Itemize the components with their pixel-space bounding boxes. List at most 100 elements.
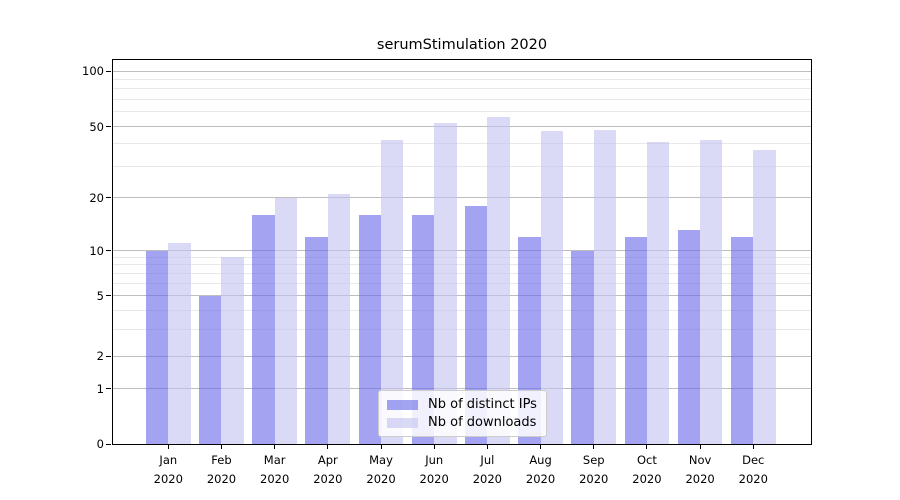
x-tick-year: 2020 <box>632 472 662 486</box>
y-tick-label: 10 <box>89 243 104 258</box>
gridline-minor <box>113 273 811 275</box>
x-tick <box>380 445 382 449</box>
x-tick <box>593 445 595 449</box>
y-tick <box>106 355 111 357</box>
x-tick-year: 2020 <box>472 472 503 486</box>
x-tick-month: Sep <box>582 453 605 467</box>
bar-downloads-mar <box>274 197 298 444</box>
gridline-minor <box>113 111 811 113</box>
x-tick <box>699 445 701 449</box>
bar-distinct-ips-apr <box>305 236 328 444</box>
x-tick-label: May 2020 <box>354 451 408 489</box>
x-tick-label: Oct 2020 <box>620 451 674 489</box>
legend: Nb of distinct IPs Nb of downloads <box>378 390 547 437</box>
gridline-minor <box>113 264 811 266</box>
bar-downloads-may <box>381 140 404 444</box>
x-tick-year: 2020 <box>419 472 449 486</box>
bar-distinct-ips-dec <box>730 236 754 444</box>
bar-distinct-ips-feb <box>199 295 222 444</box>
x-tick-year: 2020 <box>525 472 556 486</box>
y-tick <box>106 388 111 389</box>
legend-row-distinct-ips: Nb of distinct IPs <box>387 397 546 412</box>
x-tick <box>540 445 542 449</box>
gridline-major <box>113 250 811 251</box>
gridline-minor <box>113 78 811 80</box>
y-tick-label: 1 <box>96 381 104 396</box>
x-tick-year: 2020 <box>738 472 768 486</box>
y-tick-label: 2 <box>96 349 104 363</box>
x-tick <box>433 445 435 449</box>
bar-downloads-sep <box>593 129 617 444</box>
x-tick-month: May <box>369 453 393 467</box>
x-tick-year: 2020 <box>685 472 715 486</box>
legend-label-distinct-ips: Nb of distinct IPs <box>428 397 537 412</box>
gridline-minor <box>113 283 811 285</box>
x-tick-year: 2020 <box>366 472 396 486</box>
x-tick-year: 2020 <box>579 472 609 486</box>
legend-label-downloads: Nb of downloads <box>428 415 537 430</box>
x-tick-label: Jan 2020 <box>141 451 195 489</box>
y-tick <box>106 295 111 296</box>
x-tick-month: Oct <box>636 453 657 467</box>
gridline-major <box>113 197 811 198</box>
y-tick <box>106 197 111 198</box>
x-tick-month: Mar <box>263 453 286 467</box>
gridline-minor <box>113 88 811 90</box>
gridline-major <box>113 70 811 72</box>
x-tick-month: Aug <box>529 453 552 467</box>
gridline-minor <box>113 309 811 311</box>
x-tick-month: Nov <box>688 453 712 467</box>
bar-downloads-jul <box>487 117 510 444</box>
legend-row-downloads: Nb of downloads <box>387 415 546 430</box>
gridline-minor <box>113 256 811 258</box>
y-tick <box>106 126 111 127</box>
gridline-major <box>113 295 811 296</box>
gridline-major <box>113 388 811 389</box>
bar-distinct-ips-jan <box>145 250 169 444</box>
y-tick <box>106 250 111 251</box>
x-tick <box>752 445 754 449</box>
x-tick-label: Jun 2020 <box>407 451 461 489</box>
bar-downloads-aug <box>540 131 563 444</box>
x-tick-month: Feb <box>211 453 232 467</box>
x-tick-month: Jan <box>159 453 178 467</box>
bar-downloads-dec <box>753 149 776 444</box>
x-tick <box>274 445 276 449</box>
x-tick-label: Nov 2020 <box>673 451 727 489</box>
x-tick-label: Jul 2020 <box>460 451 514 489</box>
bar-distinct-ips-oct <box>624 236 647 444</box>
x-tick-month: Jul <box>480 453 495 467</box>
x-tick-label: Dec 2020 <box>726 451 780 489</box>
bar-distinct-ips-jul <box>464 205 488 444</box>
gridline-major <box>113 355 811 357</box>
legend-swatch-downloads <box>387 417 418 428</box>
gridline-minor <box>113 143 811 145</box>
x-tick-year: 2020 <box>206 472 237 486</box>
bar-downloads-apr <box>327 193 351 444</box>
bar-distinct-ips-may <box>358 214 381 444</box>
y-tick <box>106 443 111 445</box>
y-tick <box>106 70 111 72</box>
y-tick-label: 20 <box>89 190 104 205</box>
y-tick-label: 5 <box>96 288 104 303</box>
bar-downloads-oct <box>646 141 670 444</box>
legend-swatch-distinct-ips <box>387 399 418 410</box>
x-tick-year: 2020 <box>260 472 290 486</box>
x-tick <box>327 445 329 449</box>
x-tick-label: Sep 2020 <box>567 451 621 489</box>
bar-downloads-jun <box>434 123 457 444</box>
x-tick <box>646 445 648 449</box>
x-tick-year: 2020 <box>313 472 343 486</box>
bar-distinct-ips-sep <box>571 250 594 444</box>
x-tick-month: Dec <box>742 453 765 467</box>
x-tick <box>167 445 169 449</box>
x-tick-month: Jun <box>425 453 444 467</box>
x-tick-month: Apr <box>317 453 338 467</box>
y-tick-label: 100 <box>82 64 104 78</box>
x-tick-label: Aug 2020 <box>514 451 568 489</box>
x-tick-label: Apr 2020 <box>301 451 355 489</box>
gridline-major <box>113 126 811 127</box>
x-tick-label: Mar 2020 <box>248 451 302 489</box>
x-tick <box>486 445 488 449</box>
gridline-minor <box>113 328 811 330</box>
